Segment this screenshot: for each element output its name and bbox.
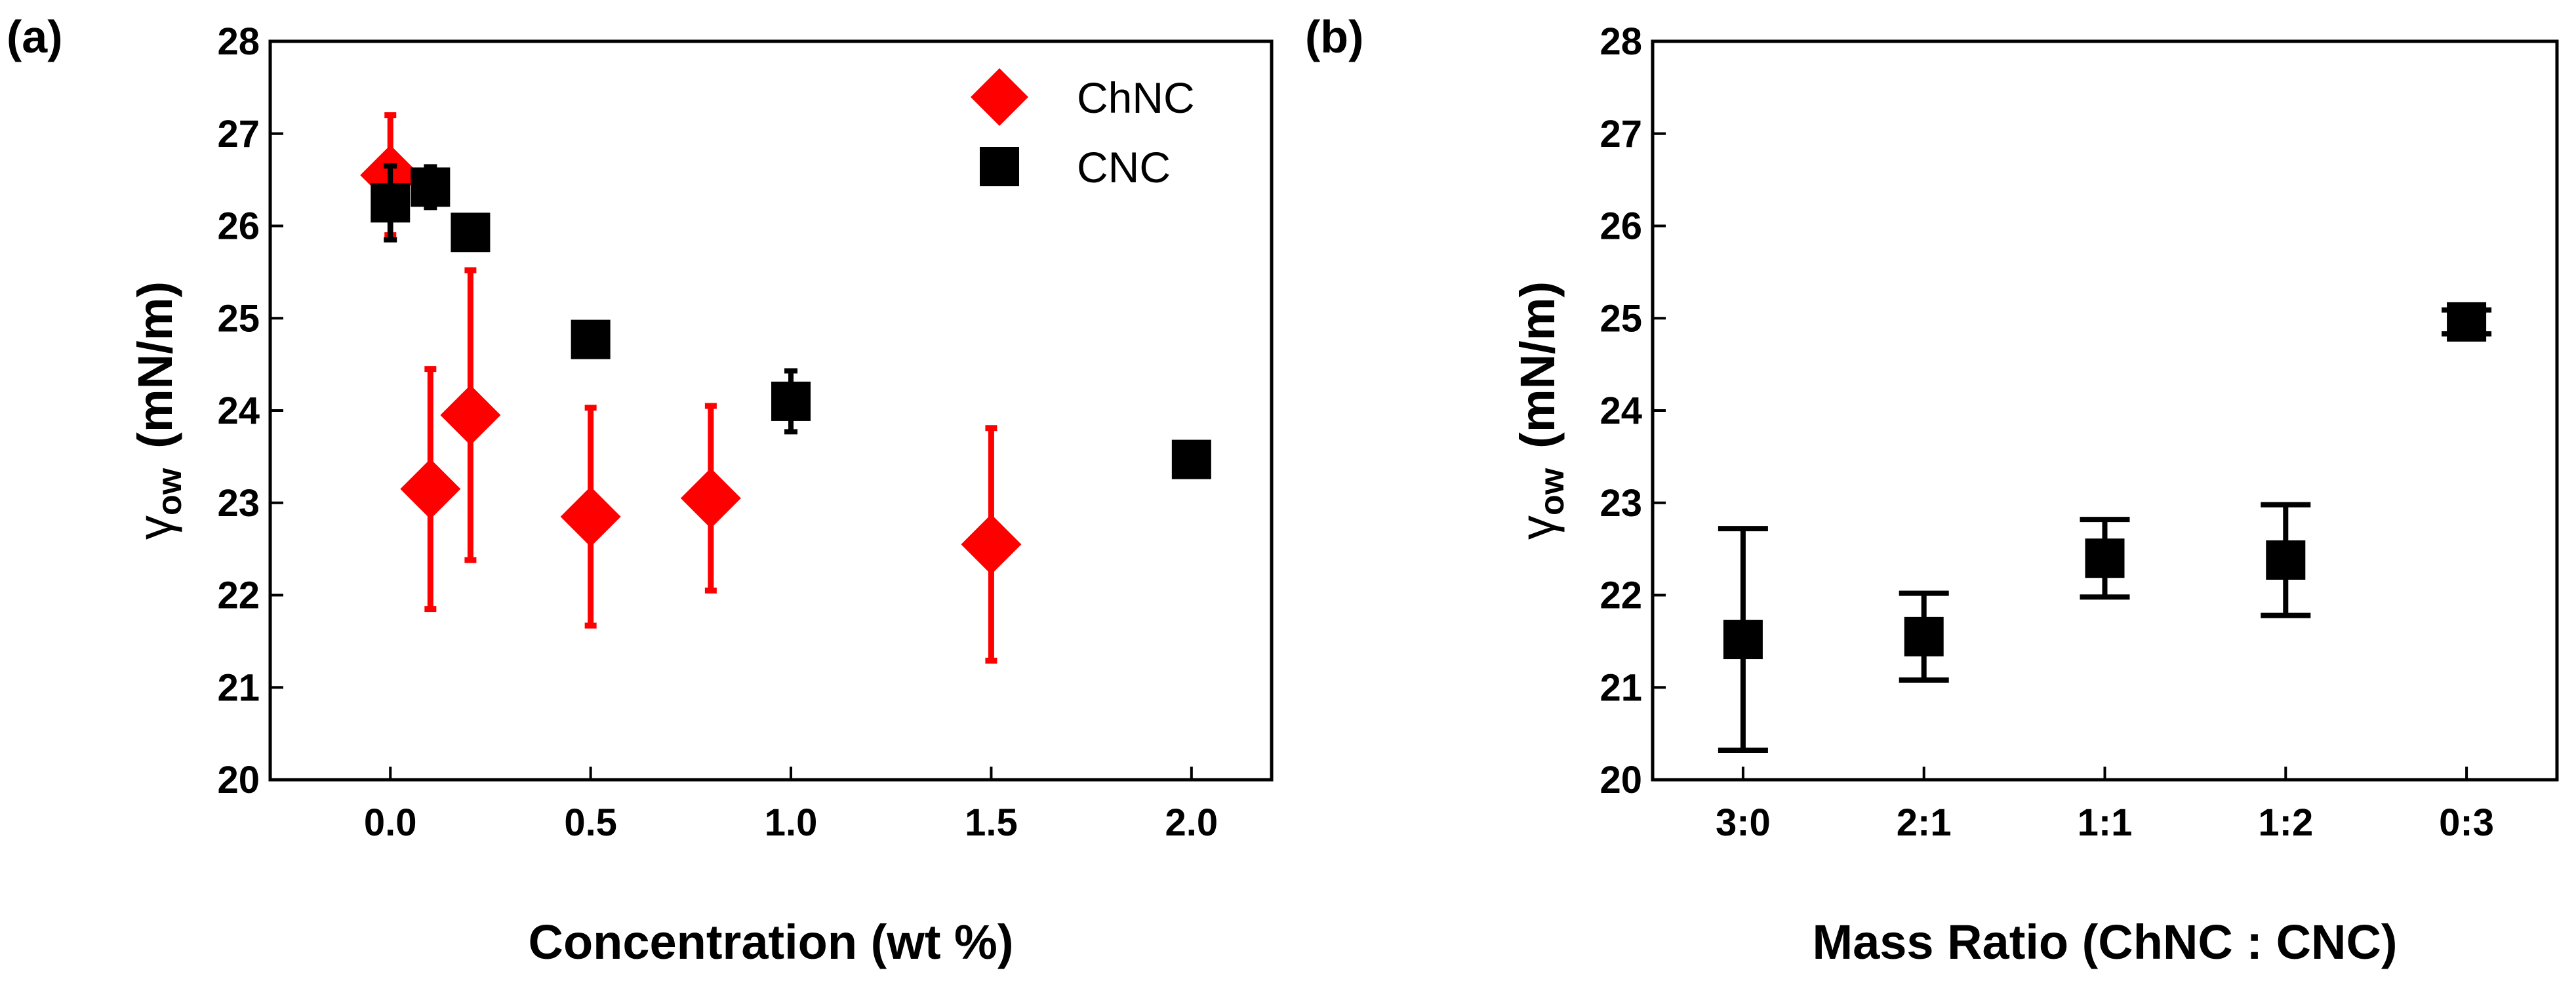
panel-a-ytick-label: 22 bbox=[217, 574, 260, 617]
panel-a-label: (a) bbox=[7, 11, 63, 62]
panel-a-ylabel-subscript: ow bbox=[151, 468, 189, 515]
cnc-point bbox=[371, 183, 411, 223]
mixture-point bbox=[1904, 616, 1944, 656]
panel-a-ylabel-symbol: γ bbox=[128, 515, 182, 540]
panel-b-ytick-label: 27 bbox=[1600, 113, 1642, 155]
cnc-point bbox=[571, 319, 611, 359]
panel-a-ylabel: γow (mN/m) bbox=[128, 281, 189, 540]
panel-a-ytick-label: 24 bbox=[217, 390, 260, 432]
panel-a-ylabel-unit: (mN/m) bbox=[128, 281, 182, 449]
panel-a-ytick-label: 23 bbox=[217, 482, 260, 525]
mixture-point bbox=[2447, 302, 2487, 342]
panel-b-ytick-label: 23 bbox=[1600, 482, 1642, 525]
panel-a-ytick-label: 25 bbox=[217, 297, 260, 340]
panel-a-ytick-label: 26 bbox=[217, 205, 260, 248]
panel-a-xtick-label: 2.0 bbox=[1165, 801, 1218, 844]
panel-b-ytick-label: 26 bbox=[1600, 205, 1642, 248]
panel-b-ytick-label: 20 bbox=[1600, 759, 1642, 801]
cnc-point bbox=[1171, 439, 1211, 479]
panel-b-ylabel-subscript: ow bbox=[1533, 468, 1571, 515]
mixture-point bbox=[2266, 540, 2306, 580]
legend-cnc-label: CNC bbox=[1077, 143, 1171, 191]
legend-chnc-marker bbox=[971, 68, 1028, 126]
panel-b-xtick-label: 0:3 bbox=[2439, 801, 2494, 844]
panel-b-xtick-label: 1:2 bbox=[2258, 801, 2313, 844]
legend-cnc-marker bbox=[980, 147, 1019, 186]
panel-b-ytick-label: 21 bbox=[1600, 666, 1642, 709]
panel-b-ytick-label: 22 bbox=[1600, 574, 1642, 617]
panel-a-ytick-label: 27 bbox=[217, 113, 260, 155]
panel-b-plot-frame bbox=[1651, 39, 2559, 782]
panel-b-chart: (b) 20 21 22 23 24 25 26 27 28 γow (mN/m) 3:0 2:1 1:1 1… bbox=[1305, 11, 2559, 969]
panel-b-ylabel-symbol: γ bbox=[1510, 515, 1565, 540]
cnc-point bbox=[451, 212, 491, 252]
chnc-point bbox=[961, 514, 1022, 575]
panel-b-xtick-label: 1:1 bbox=[2078, 801, 2133, 844]
panel-a-xtick-label: 0.5 bbox=[564, 801, 617, 844]
chnc-point bbox=[400, 458, 461, 519]
chnc-point bbox=[440, 385, 501, 446]
mixture-point bbox=[1723, 620, 1763, 660]
mixture-point bbox=[2085, 538, 2125, 578]
panel-b-label: (b) bbox=[1305, 11, 1363, 62]
panel-b-xlabel: Mass Ratio (ChNC : CNC) bbox=[1812, 915, 2397, 969]
panel-b-ytick-label: 24 bbox=[1600, 390, 1642, 432]
panel-b-ytick-label: 28 bbox=[1600, 20, 1642, 63]
chnc-point bbox=[560, 486, 621, 547]
panel-b-xtick-label: 2:1 bbox=[1897, 801, 1952, 844]
cnc-point bbox=[411, 167, 451, 207]
panel-a-xtick-label: 1.5 bbox=[965, 801, 1018, 844]
panel-a-xtick-label: 0.0 bbox=[364, 801, 417, 844]
panel-a-xlabel: Concentration (wt %) bbox=[529, 915, 1014, 969]
panel-b-ylabel: γow (mN/m) bbox=[1510, 281, 1571, 540]
cnc-point bbox=[771, 381, 811, 421]
panel-a-ytick-label: 20 bbox=[217, 759, 260, 801]
panel-a-ytick-label: 21 bbox=[217, 666, 260, 709]
panel-a-ytick-label: 28 bbox=[217, 20, 260, 63]
legend-chnc-label: ChNC bbox=[1077, 73, 1195, 122]
panel-b-ytick-label: 25 bbox=[1600, 297, 1642, 340]
panel-a-xtick-label: 1.0 bbox=[765, 801, 818, 844]
chnc-point bbox=[680, 468, 741, 529]
panel-b-xtick-label: 3:0 bbox=[1716, 801, 1771, 844]
panel-a-chart: (a) 20 21 22 23 24 25 26 27 28 γow (mN/m) 0.0 0.5 1.0 1… bbox=[7, 11, 1274, 969]
panel-b-ylabel-unit: (mN/m) bbox=[1510, 281, 1565, 449]
